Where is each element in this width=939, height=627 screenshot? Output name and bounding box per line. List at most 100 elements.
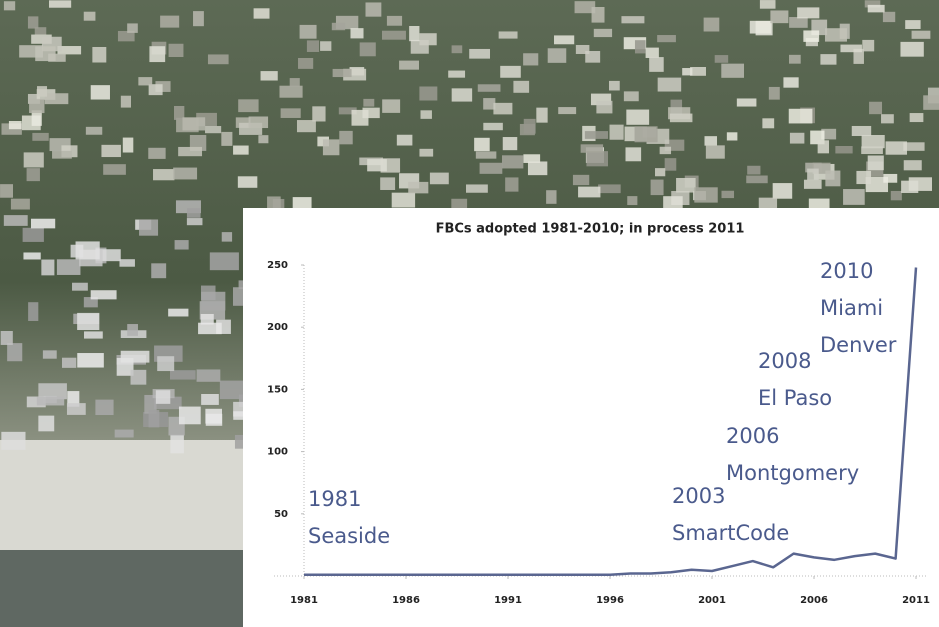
house [174,105,185,120]
house [817,140,830,154]
house [66,403,86,415]
house [189,134,207,151]
house [410,39,429,54]
house [168,308,189,317]
house [139,219,159,236]
x-tick-label: 1986 [392,595,420,606]
house [580,144,604,153]
house [783,77,799,88]
beach [0,440,243,550]
house [8,121,22,130]
house [593,28,613,38]
house [235,117,251,128]
house [586,151,609,167]
house [42,350,57,359]
house [296,120,316,133]
house [477,84,501,92]
house [381,30,406,40]
house [554,35,575,45]
house [200,313,214,325]
house [575,44,590,54]
house [0,330,13,345]
house [890,190,902,201]
house [409,25,420,42]
house [41,259,55,276]
house [35,46,56,62]
y-tick-label: 100 [267,447,288,458]
house [119,259,135,267]
house [32,132,49,141]
house [61,357,77,368]
annotation: 2008 [758,349,811,373]
house [92,46,107,63]
house [169,370,196,380]
house [694,187,718,203]
house [23,252,41,260]
house [448,70,466,78]
annotation: Seaside [308,524,390,548]
house [721,63,745,78]
house [703,17,720,32]
house [75,241,100,260]
x-tick-label: 2006 [800,595,828,606]
house [312,106,326,122]
house [138,77,153,86]
annotation: Miami [820,296,883,320]
house [31,34,52,44]
house [101,144,121,158]
house [362,107,380,119]
house [196,369,221,382]
house [746,175,768,184]
house [789,54,801,64]
house [451,198,468,209]
house [391,192,416,208]
house [867,155,884,171]
house [351,109,369,126]
house [306,40,320,52]
house [122,137,134,153]
house [367,159,387,172]
house [903,160,922,171]
house [574,1,596,14]
house [851,125,872,137]
house [350,28,364,39]
house [219,380,248,400]
house [127,324,138,336]
x-tick-label: 2011 [902,595,930,606]
house [901,180,919,193]
house [803,30,820,42]
house [170,434,184,454]
house [120,95,132,108]
house [558,107,577,115]
house [238,99,259,113]
house [130,369,147,385]
house [148,410,160,428]
house [7,343,23,362]
house [267,196,281,212]
house [77,353,104,368]
house [909,113,924,123]
house [759,0,776,9]
house [198,322,222,335]
house [343,68,367,81]
house [853,48,864,64]
house [513,80,530,93]
house [72,282,88,291]
house [27,16,39,29]
house [151,263,167,279]
house [466,184,488,193]
house [116,357,134,376]
house [843,189,865,205]
house [205,408,222,424]
house [153,169,175,181]
house [207,54,229,65]
house [155,390,171,404]
house [596,100,613,114]
house [205,126,222,134]
house [536,107,548,123]
house [755,20,773,36]
house [332,68,352,78]
house [90,85,110,100]
water [0,550,243,627]
